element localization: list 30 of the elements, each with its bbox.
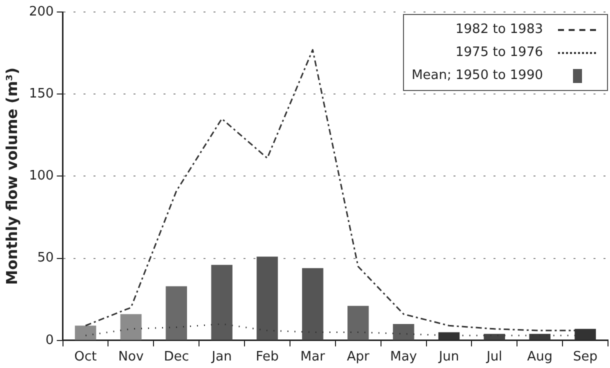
bar xyxy=(166,286,188,340)
bar xyxy=(74,326,96,340)
y-tick-label: 50 xyxy=(37,250,54,266)
y-tick-label: 150 xyxy=(28,86,54,102)
x-tick-label: Nov xyxy=(118,350,144,365)
x-tick-label: Jul xyxy=(486,350,502,365)
legend-label: 1975 to 1976 xyxy=(456,45,543,60)
x-tick-label: Aug xyxy=(527,350,553,365)
y-tick-label: 100 xyxy=(28,168,54,184)
x-tick-label: Jan xyxy=(210,350,232,365)
bar xyxy=(392,324,414,340)
x-tick-label: Apr xyxy=(346,350,370,365)
x-tick-label: Mar xyxy=(300,350,326,365)
legend-label: Mean; 1950 to 1990 xyxy=(412,68,543,83)
bar xyxy=(347,306,369,340)
bar xyxy=(211,264,232,340)
x-tick-label: May xyxy=(390,350,418,365)
bar xyxy=(256,256,278,340)
bar xyxy=(302,268,324,340)
y-tick-label: 200 xyxy=(28,4,54,20)
x-tick-label: Feb xyxy=(256,350,279,365)
legend-label: 1982 to 1983 xyxy=(456,22,543,37)
x-tick-label: Jun xyxy=(438,350,460,365)
y-axis-title: Monthly flow volume (m³) xyxy=(2,68,21,285)
x-tick-label: Oct xyxy=(74,350,97,365)
bar xyxy=(120,314,142,340)
y-tick-label: 0 xyxy=(46,332,54,348)
x-tick-label: Dec xyxy=(164,350,189,365)
x-tick-label: Sep xyxy=(573,350,598,365)
bar xyxy=(484,334,506,340)
